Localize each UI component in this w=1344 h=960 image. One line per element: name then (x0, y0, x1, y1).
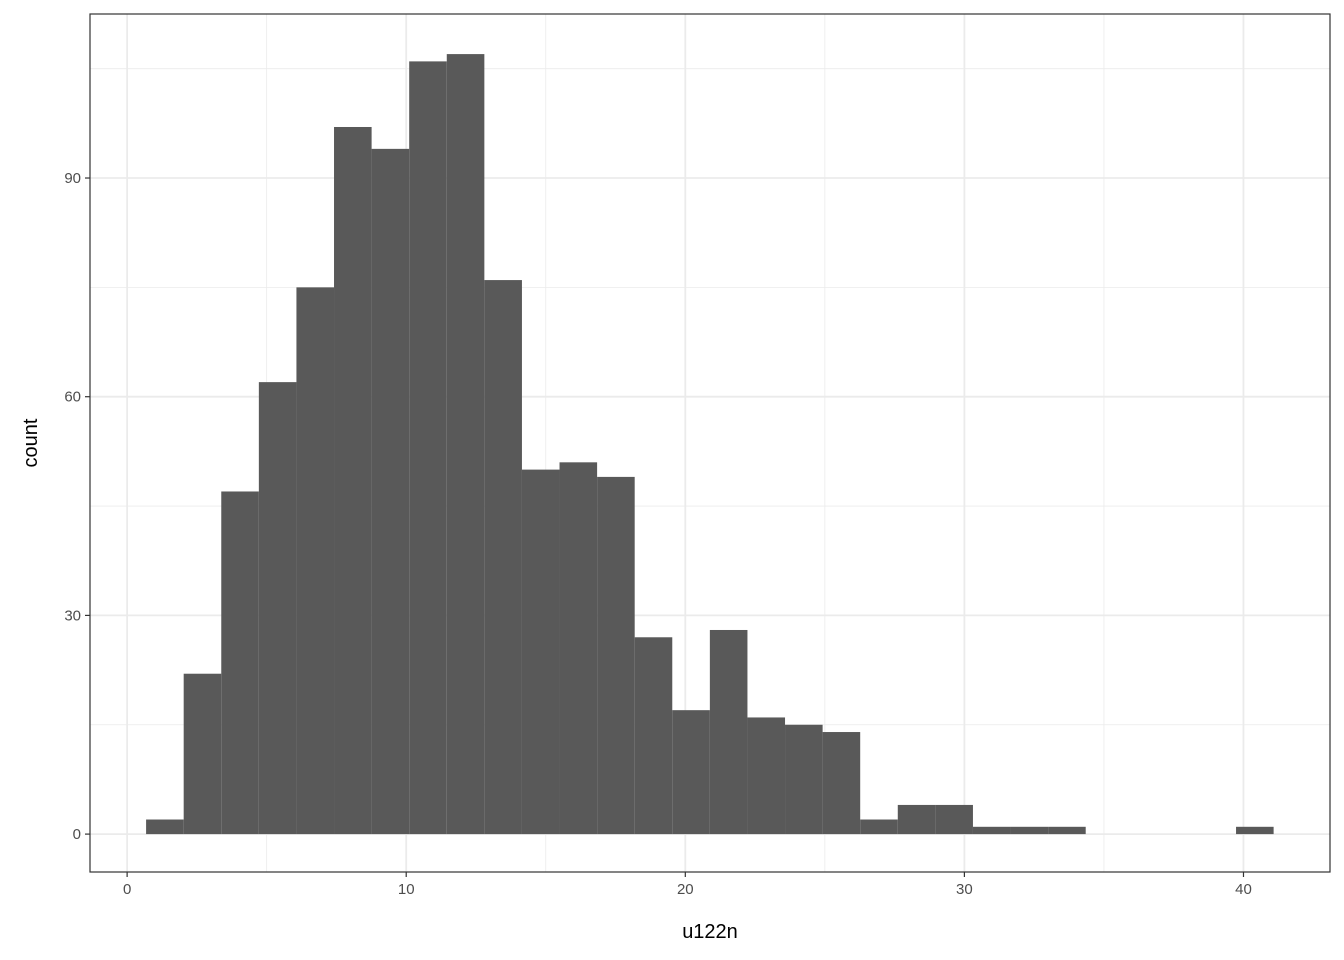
y-axis-title: count (20, 418, 42, 467)
y-tick-label: 90 (64, 170, 81, 187)
axes: 0 10 20 30 40 0 30 60 90 (64, 170, 1252, 898)
histogram-bar (972, 826, 1011, 835)
histogram-bar (897, 804, 936, 835)
panel-border (89, 13, 1331, 873)
histogram-bar (521, 469, 560, 835)
histogram-bar (559, 462, 598, 835)
histogram-bar (334, 126, 372, 835)
histogram-bar (258, 382, 297, 835)
histogram-bar (221, 491, 259, 835)
histogram-bar (672, 710, 710, 835)
histogram-bar (484, 280, 522, 835)
histogram-bar (785, 724, 823, 835)
histogram-bar (935, 804, 973, 835)
y-tick-label: 0 (73, 826, 81, 843)
histogram-bar (183, 673, 222, 835)
y-tick-label: 60 (64, 389, 81, 406)
x-tick-label: 20 (677, 881, 694, 898)
histogram-bar (747, 717, 786, 835)
x-tick-label: 40 (1235, 881, 1252, 898)
histogram-bar (446, 54, 485, 835)
bars (146, 54, 1274, 835)
histogram-bar (709, 629, 748, 835)
histogram-bar (822, 732, 861, 835)
histogram-bar (597, 476, 635, 835)
histogram-bar (1236, 826, 1274, 835)
x-tick-label: 10 (398, 881, 415, 898)
histogram-bar (409, 61, 447, 835)
x-tick-label: 30 (956, 881, 973, 898)
histogram-bar (146, 819, 184, 835)
histogram-bar (1010, 826, 1049, 835)
x-tick-label: 0 (123, 881, 131, 898)
histogram-bar (371, 148, 410, 835)
y-tick-label: 30 (64, 607, 81, 624)
histogram-bar (860, 819, 898, 835)
histogram-bar (634, 637, 673, 835)
histogram-bar (1048, 826, 1086, 835)
histogram-bar (296, 287, 335, 835)
x-axis-title: u122n (682, 921, 738, 943)
